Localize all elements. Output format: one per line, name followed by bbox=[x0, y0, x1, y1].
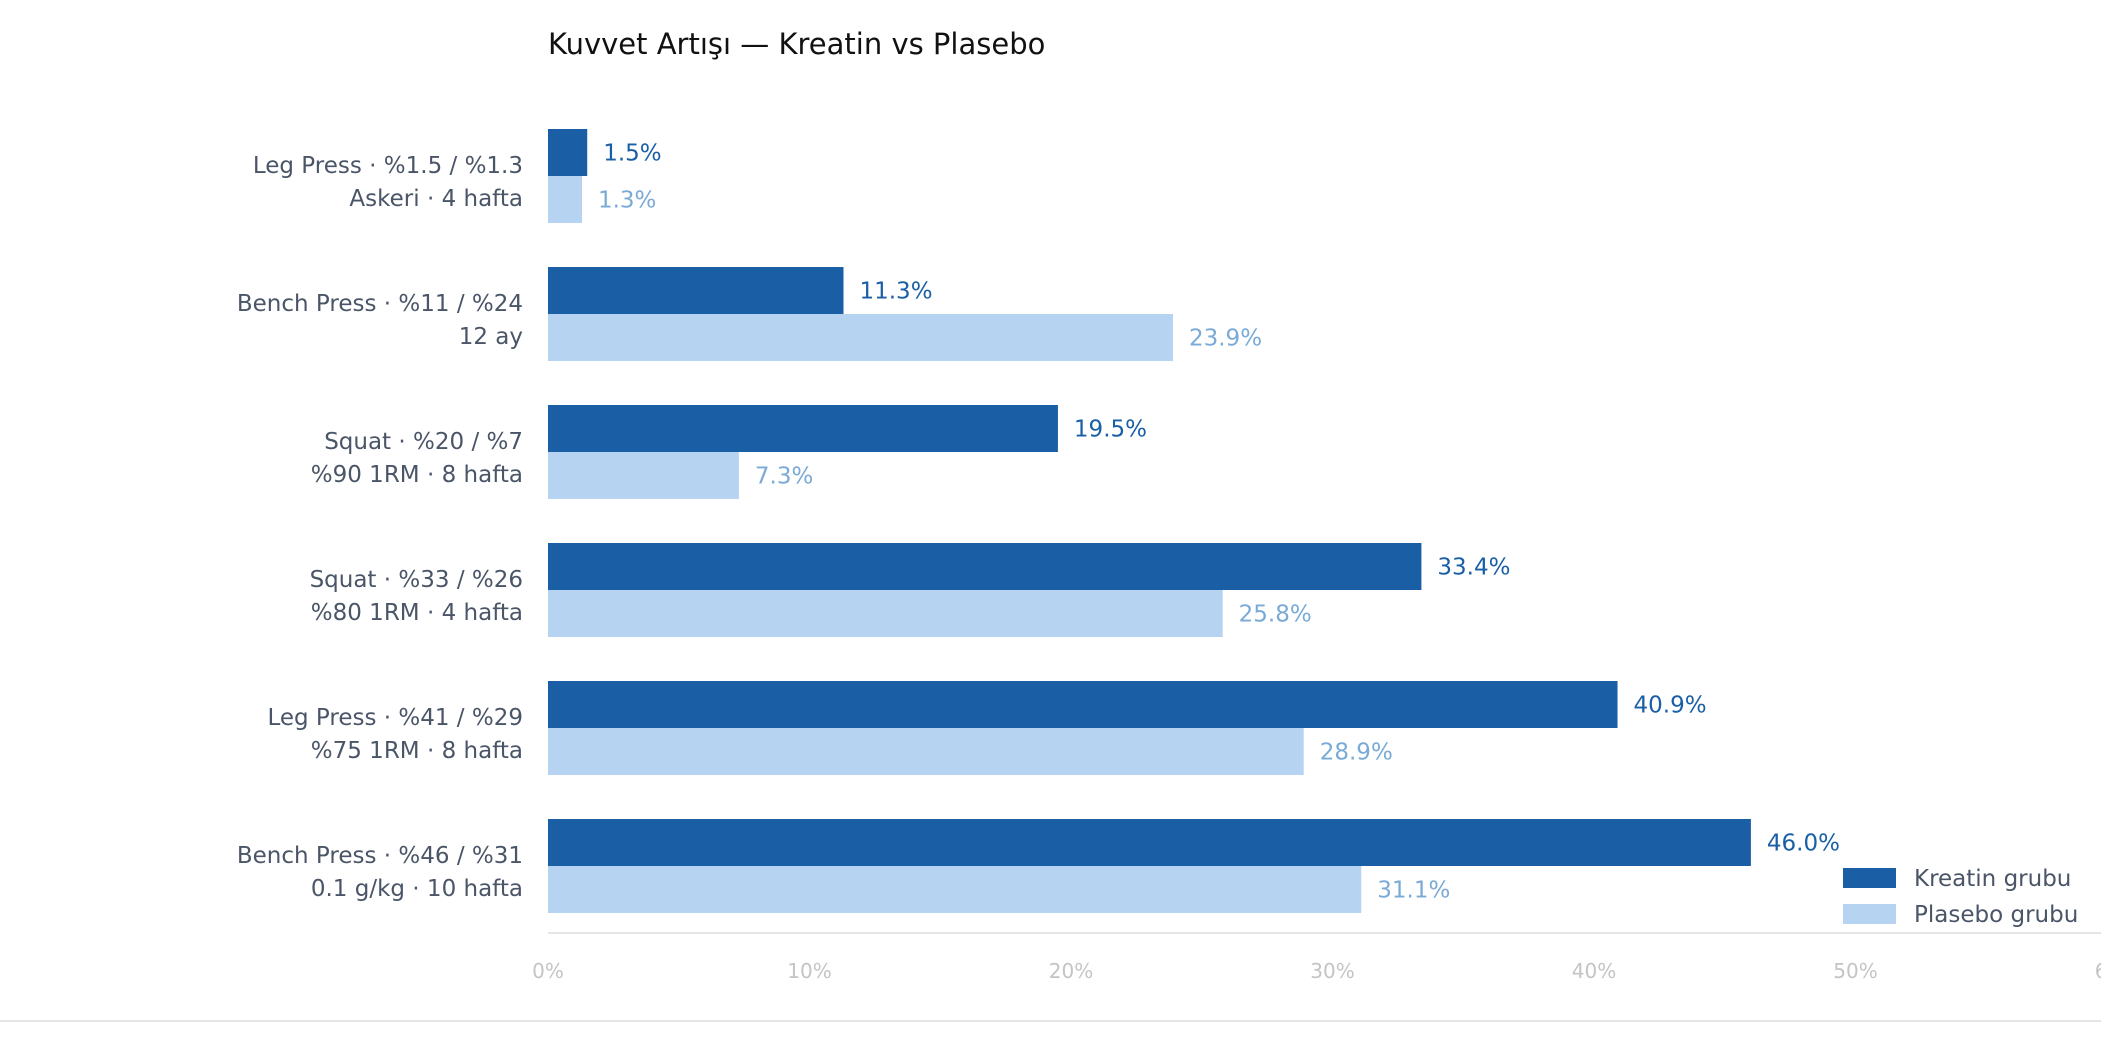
category-label: Bench Press · %46 / %31 bbox=[237, 843, 523, 869]
x-tick-label: 20% bbox=[1049, 959, 1093, 983]
value-label: 25.8% bbox=[1239, 602, 1312, 628]
category-labels: Leg Press · %1.5 / %1.3 Askeri · 4 hafta B… bbox=[237, 153, 523, 902]
category-label: 12 ay bbox=[459, 324, 523, 350]
bar-kreatin bbox=[548, 681, 1618, 728]
x-tick-label: 40% bbox=[1572, 959, 1616, 983]
value-label: 40.9% bbox=[1634, 693, 1707, 719]
category-label: Bench Press · %11 / %24 bbox=[237, 291, 523, 317]
value-label: 11.3% bbox=[859, 279, 932, 305]
bar-kreatin bbox=[548, 819, 1751, 866]
bar-kreatin bbox=[548, 405, 1058, 452]
category-label: %75 1RM · 8 hafta bbox=[311, 738, 523, 764]
bar-plasebo bbox=[548, 728, 1304, 775]
category-label: 0.1 g/kg · 10 hafta bbox=[311, 876, 523, 902]
bar-plasebo bbox=[548, 452, 739, 499]
category-label: Squat · %20 / %7 bbox=[324, 429, 523, 455]
bar-kreatin bbox=[548, 543, 1422, 590]
category-label: Askeri · 4 hafta bbox=[349, 186, 523, 212]
legend-label: Kreatin grubu bbox=[1914, 866, 2071, 892]
bars bbox=[548, 129, 1751, 913]
value-label: 1.5% bbox=[603, 141, 661, 167]
x-tick-label: 50% bbox=[1833, 959, 1877, 983]
x-tick-label: 10% bbox=[787, 959, 831, 983]
category-label: %90 1RM · 8 hafta bbox=[311, 462, 523, 488]
category-label: %80 1RM · 4 hafta bbox=[311, 600, 523, 626]
value-label: 31.1% bbox=[1377, 878, 1450, 904]
value-label: 46.0% bbox=[1767, 831, 1840, 857]
category-label: Leg Press · %41 / %29 bbox=[267, 705, 523, 731]
value-label: 19.5% bbox=[1074, 417, 1147, 443]
value-labels: 1.5% 1.3% 11.3% 23.9% 19.5% 7.3% 33.4% 25.8% 40.… bbox=[598, 141, 1840, 904]
bar-plasebo bbox=[548, 866, 1362, 913]
value-label: 33.4% bbox=[1437, 555, 1510, 581]
bar-plasebo bbox=[548, 176, 582, 223]
legend-swatch bbox=[1843, 868, 1896, 888]
bar-plasebo bbox=[548, 314, 1173, 361]
x-tick-label: 0% bbox=[532, 959, 564, 983]
legend-swatch bbox=[1843, 904, 1896, 924]
value-label: 1.3% bbox=[598, 188, 656, 214]
value-label: 28.9% bbox=[1320, 740, 1393, 766]
x-tick-labels: 0% 10% 20% 30% 40% 50% 60% bbox=[532, 959, 2101, 983]
bar-plasebo bbox=[548, 590, 1223, 637]
legend-label: Plasebo grubu bbox=[1914, 902, 2078, 928]
chart-title: Kuvvet Artışı — Kreatin vs Plasebo bbox=[548, 27, 1045, 61]
value-label: 7.3% bbox=[755, 464, 813, 490]
bar-kreatin bbox=[548, 267, 844, 314]
x-tick-label: 30% bbox=[1310, 959, 1354, 983]
legend: Kreatin grubu Plasebo grubu bbox=[1843, 866, 2078, 928]
category-label: Leg Press · %1.5 / %1.3 bbox=[253, 153, 523, 179]
value-label: 23.9% bbox=[1189, 326, 1262, 352]
bar-kreatin bbox=[548, 129, 588, 176]
category-label: Squat · %33 / %26 bbox=[310, 567, 523, 593]
x-tick-label: 60% bbox=[2095, 959, 2101, 983]
